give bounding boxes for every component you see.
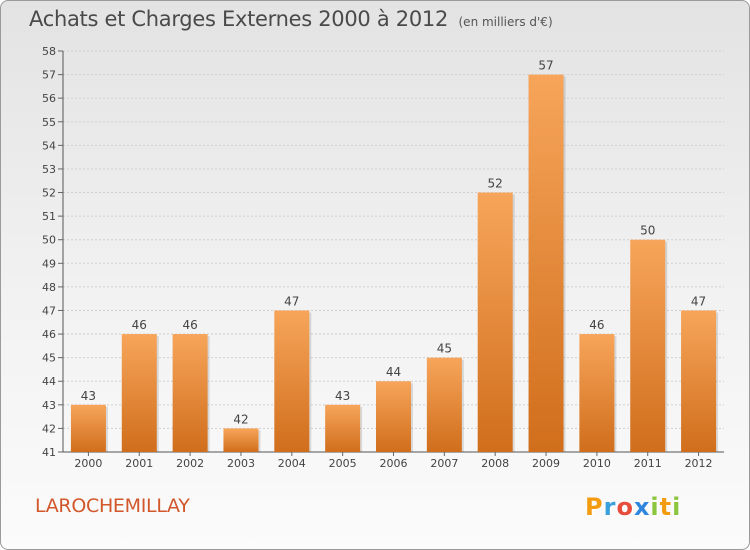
data-label-2000: 43 bbox=[81, 389, 96, 403]
data-label-2001: 46 bbox=[132, 318, 147, 332]
y-tick-label: 57 bbox=[42, 69, 56, 82]
y-tick-label: 55 bbox=[42, 116, 56, 129]
x-tick-label-2002: 2002 bbox=[176, 457, 204, 470]
y-tick-label: 56 bbox=[42, 92, 56, 105]
x-tick-label-2000: 2000 bbox=[74, 457, 102, 470]
data-label-2007: 45 bbox=[437, 342, 452, 356]
data-label-2011: 50 bbox=[640, 224, 655, 238]
data-label-2003: 42 bbox=[233, 412, 248, 426]
data-label-2004: 47 bbox=[284, 294, 299, 308]
bar-2011 bbox=[630, 239, 666, 452]
x-tick-label-2004: 2004 bbox=[278, 457, 306, 470]
logo-letter: t bbox=[659, 493, 673, 521]
chart-subtitle: (en milliers d'€) bbox=[458, 15, 553, 29]
bar-2001 bbox=[121, 334, 157, 452]
y-tick-label: 50 bbox=[42, 234, 56, 247]
bar-2000 bbox=[70, 404, 106, 452]
y-tick-label: 46 bbox=[42, 328, 56, 341]
y-tick-label: 52 bbox=[42, 187, 56, 200]
logo-letter: r bbox=[603, 493, 617, 521]
y-tick-label: 51 bbox=[42, 210, 56, 223]
x-tick-label-2006: 2006 bbox=[380, 457, 408, 470]
y-tick-label: 53 bbox=[42, 163, 56, 176]
axis-layer: 41 42 43 44 45 46 47 48 49 50 51 52 53 54 55 56 57 58 2000… bbox=[42, 45, 724, 470]
chart-title: Achats et Charges Externes 2000 à 2012 bbox=[29, 7, 449, 31]
x-tick-label-2007: 2007 bbox=[430, 457, 458, 470]
x-tick-label-2001: 2001 bbox=[125, 457, 153, 470]
y-tick-label: 58 bbox=[42, 45, 56, 58]
y-tick-label: 45 bbox=[42, 352, 56, 365]
y-tick-label: 54 bbox=[42, 139, 56, 152]
bar-2006 bbox=[376, 381, 411, 452]
x-tick-label-2008: 2008 bbox=[481, 457, 509, 470]
x-tick-label-2005: 2005 bbox=[329, 457, 357, 470]
bar-2002 bbox=[172, 334, 208, 452]
logo-letter: i bbox=[650, 493, 660, 521]
bar-layer bbox=[70, 74, 719, 453]
x-tick-label-2012: 2012 bbox=[685, 457, 713, 470]
bar-2008 bbox=[477, 192, 513, 452]
y-tick-label: 42 bbox=[42, 422, 56, 435]
x-tick-label-2009: 2009 bbox=[532, 457, 560, 470]
bar-2007 bbox=[426, 357, 462, 452]
logo-letter: x bbox=[633, 493, 651, 521]
bar-2009 bbox=[528, 74, 564, 453]
data-label-2005: 43 bbox=[335, 389, 350, 403]
data-label-2009: 57 bbox=[538, 59, 553, 73]
data-label-2002: 46 bbox=[182, 318, 197, 332]
bar-2005 bbox=[325, 404, 361, 452]
y-tick-label: 47 bbox=[42, 304, 56, 317]
label-layer: 43 46 46 42 47 43 44 45 52 57 46 50 47 bbox=[81, 59, 706, 427]
bar-2012 bbox=[681, 310, 717, 452]
y-tick-label: 44 bbox=[42, 375, 56, 388]
logo-letter: P bbox=[585, 493, 604, 521]
data-label-2012: 47 bbox=[691, 294, 706, 308]
logo-letter: o bbox=[616, 493, 634, 521]
y-tick-label: 48 bbox=[42, 281, 56, 294]
data-label-2010: 46 bbox=[589, 318, 604, 332]
x-tick-label-2003: 2003 bbox=[227, 457, 255, 470]
bar-2003 bbox=[223, 428, 259, 452]
x-tick-label-2011: 2011 bbox=[634, 457, 662, 470]
place-name: LAROCHEMILLAY bbox=[35, 495, 190, 517]
proxiti-logo[interactable]: Proxiti bbox=[585, 493, 681, 521]
bar-2010 bbox=[579, 334, 615, 452]
data-label-2008: 52 bbox=[488, 177, 503, 191]
y-tick-label: 43 bbox=[42, 399, 56, 412]
x-tick-label-2010: 2010 bbox=[583, 457, 611, 470]
logo-letter: i bbox=[672, 493, 682, 521]
y-tick-label: 49 bbox=[42, 257, 56, 270]
y-tick-label: 41 bbox=[42, 446, 56, 459]
title-row: Achats et Charges Externes 2000 à 2012 (… bbox=[29, 7, 553, 31]
data-label-2006: 44 bbox=[386, 365, 401, 379]
bar-2004 bbox=[274, 310, 310, 452]
